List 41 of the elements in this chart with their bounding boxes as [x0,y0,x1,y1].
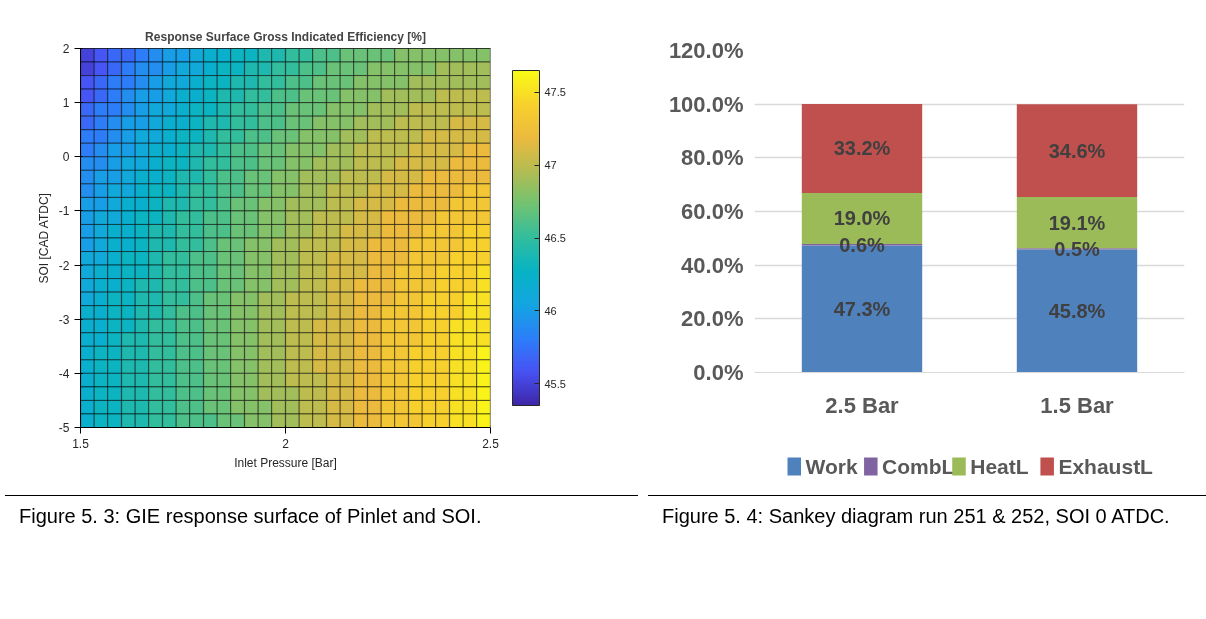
color-bar-label: 46 [544,304,557,317]
y-tick-label: -1 [58,204,70,219]
color-bar-label: 45.5 [544,377,566,390]
y-tick-label: 40.0% [681,252,744,278]
x-tick-label: 2.5 [482,436,500,451]
color-bar-label: 47 [544,159,557,172]
legend-label: ExhaustL [1058,455,1154,478]
data-label: 34.6% [1048,139,1106,162]
y-tick-label: 0 [62,150,70,165]
y-tick-label: 2 [62,42,70,56]
y-tick-label: -2 [58,258,70,273]
y-tick-label: 0.0% [693,360,744,385]
caption: Figure 5. 4: Sankey diagram run 251 & 252, SOI 0 ATDC. [662,504,1170,529]
y-tick-label: 20.0% [681,306,744,332]
legend-label: Work [805,455,858,478]
y-tick-label: -3 [58,312,70,327]
y-tick-label: 1 [62,96,70,111]
data-label: 19.0% [833,207,891,230]
y-tick-label: 120.0% [668,38,744,63]
data-label: 45.8% [1048,300,1106,323]
x-axis-title: Inlet Pressure [Bar] [234,455,337,470]
x-tick-label: 1.5 [72,436,90,451]
x-tick-label: 2.5 Bar [825,392,900,418]
bar [801,103,923,193]
y-tick-label: 80.0% [681,145,744,171]
y-tick-label: 100.0% [668,91,744,117]
y-tick-label: -4 [58,366,70,381]
data-label: 33.2% [833,137,891,160]
color-bar-label: 47.5 [544,86,566,99]
x-tick-label: 1.5 Bar [1040,392,1115,418]
color-bar-label: 46.5 [544,232,566,244]
data-label: 19.1% [1048,211,1106,234]
x-tick-label: 2 [282,436,290,451]
caption: Figure 5. 3: GIE response surface of Pinlet and SOI. [19,504,482,529]
y-tick-label: 60.0% [681,199,744,224]
data-label: 47.3% [833,298,891,321]
y-axis-title: SOI [CAD ATDC] [36,193,51,284]
legend-label: HeatL [970,455,1029,478]
y-tick-label: -5 [58,421,70,435]
bar [1016,104,1138,198]
chart-title: Response Surface Gross Indicated Efficiency [%] [145,29,426,44]
